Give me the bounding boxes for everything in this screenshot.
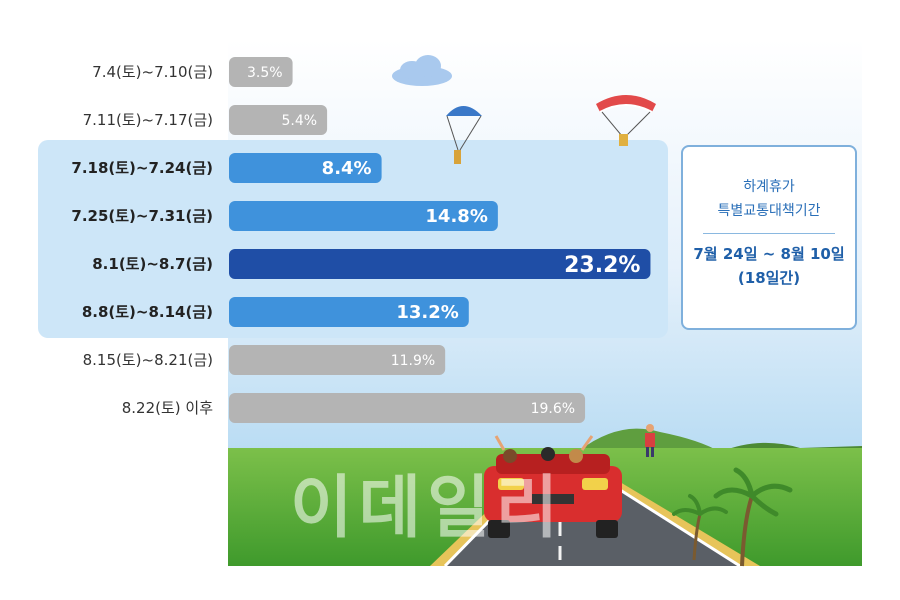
bar-value-label: 5.4%	[282, 113, 318, 129]
info-box-days: (18일간)	[737, 269, 801, 287]
person-icon	[645, 424, 655, 457]
bar-value-label: 13.2%	[396, 302, 458, 323]
car-icon	[484, 435, 622, 538]
category-label: 8.22(토) 이후	[122, 399, 213, 417]
bar-value-label: 23.2%	[564, 253, 640, 278]
palm-tree-icon	[672, 467, 793, 567]
bar-value-label: 19.6%	[531, 401, 575, 417]
bar	[229, 153, 382, 183]
bar-value-label: 8.4%	[322, 158, 372, 179]
bar-value-label: 14.8%	[425, 206, 487, 227]
info-box-title: 하계휴가 특별교통대책기간	[683, 175, 855, 223]
info-box: 하계휴가 특별교통대책기간 7월 24일 ~ 8월 10일 (18일간)	[681, 145, 857, 330]
category-label: 7.18(토)~7.24(금)	[71, 159, 213, 177]
bar	[229, 297, 469, 327]
category-label: 8.8(토)~8.14(금)	[82, 303, 213, 321]
info-box-period: 7월 24일 ~ 8월 10일	[693, 245, 845, 263]
info-box-divider	[703, 233, 835, 234]
bars-group: 7.4(토)~7.10(금) 3.5% 7.11(토)~7.17(금) 5.4% 7.1…	[71, 57, 651, 423]
category-label: 8.1(토)~8.7(금)	[92, 255, 213, 273]
category-label: 8.15(토)~8.21(금)	[83, 351, 213, 369]
parachute-icon	[446, 106, 482, 164]
cloud-icon	[392, 55, 452, 86]
bar	[229, 201, 498, 231]
info-box-title-line1: 하계휴가	[743, 179, 795, 195]
category-label: 7.4(토)~7.10(금)	[92, 63, 213, 81]
bar	[229, 393, 586, 423]
highlight-panel	[38, 140, 668, 338]
bar	[229, 249, 651, 279]
watermark-logo: 이데일리	[290, 469, 565, 548]
paraglider-icon	[596, 95, 656, 146]
bar	[229, 57, 293, 87]
info-box-title-line2: 특별교통대책기간	[717, 203, 821, 219]
bar-value-label: 3.5%	[247, 65, 283, 81]
bar-value-label: 11.9%	[391, 353, 435, 369]
bar	[229, 345, 446, 375]
category-label: 7.25(토)~7.31(금)	[71, 207, 213, 225]
bar	[229, 105, 328, 135]
category-label: 7.11(토)~7.17(금)	[83, 111, 213, 129]
